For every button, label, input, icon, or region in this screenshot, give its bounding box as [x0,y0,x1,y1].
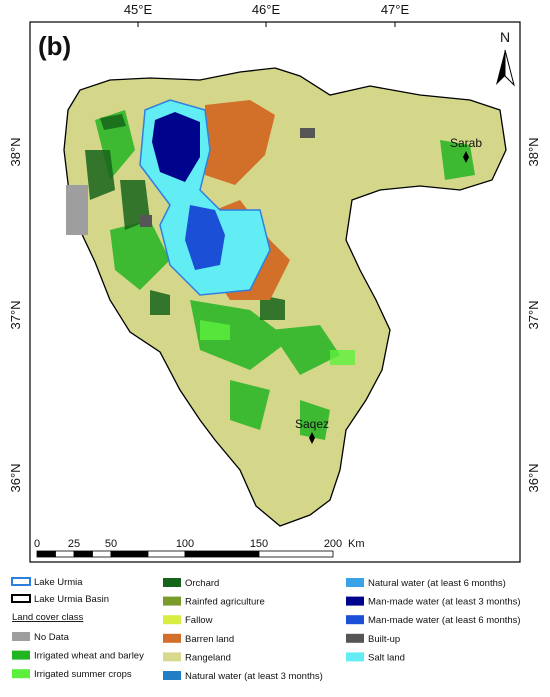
scale-segment [110,550,149,558]
scale-segment [55,550,75,558]
no-data [66,185,88,235]
legend-swatch [346,596,364,606]
legend-label: Rangeland [185,652,231,663]
scale-segment [36,550,56,558]
legend-label: Natural water (at least 6 months) [368,578,506,589]
irrigated-patches [95,110,475,440]
legend-label: Irrigated wheat and barley [34,651,144,662]
scale-label: 100 [176,538,194,550]
legend-swatch [12,669,30,679]
legend-label: Barren land [185,634,234,645]
legend-label: Lake Urmia Basin [34,594,109,605]
lat-label-left: 38°N [8,137,23,166]
scale-segment [73,550,93,558]
legend-label: Natural water (at least 3 months) [185,671,323,682]
legend-outline-swatch [11,577,31,586]
scale-segment [92,550,112,558]
place-label: Saqez [295,417,329,431]
legend-label: Salt land [368,652,405,663]
lake-water-2 [185,205,225,270]
legend-swatch [163,633,181,643]
legend-label: Man-made water (at least 3 months) [368,597,521,608]
place-label: Sarab [450,136,482,150]
legend-swatch [12,650,30,660]
lat-label-right: 38°N [526,137,541,166]
lat-label-left: 36°N [8,463,23,492]
legend-label: Built-up [368,634,400,645]
legend-label: Fallow [185,615,213,626]
legend-label: Irrigated summer crops [34,669,132,680]
lon-label: 46°E [252,2,281,17]
map-body [63,67,507,527]
lon-label: 47°E [381,2,410,17]
legend-swatch [163,596,181,606]
legend-swatch [163,615,181,625]
place-marker [463,151,469,163]
lon-label: 45°E [124,2,153,17]
legend-heading: Land cover class [12,612,84,623]
scale-label: 0 [34,538,40,550]
legend-label: No Data [34,632,70,643]
lake-water [152,112,200,182]
lat-label-right: 37°N [526,300,541,329]
north-arrow-right [504,49,515,87]
scale-label: 150 [250,538,268,550]
legend-outline-swatch [11,594,31,603]
legend-swatch [346,633,364,643]
lat-label-left: 37°N [8,300,23,329]
panel-label: (b) [38,31,71,61]
legend-swatch [346,578,364,587]
scale-label: 50 [105,538,117,550]
summer-crop-patches [180,250,355,365]
lat-label-right: 36°N [526,463,541,492]
legend-swatch [346,615,364,625]
legend-swatch [12,632,30,641]
legend-swatch [163,671,181,680]
north-label: N [500,29,510,45]
legend-label: Lake Urmia [34,577,83,588]
legend-swatch [163,578,181,587]
legend-label: Man-made water (at least 6 months) [368,615,521,626]
legend-label: Rainfed agriculture [185,597,265,608]
scale-segment [258,550,334,558]
dynamic-layer: 45°E 46°E 47°E 38°N 38°N 37°N 37°N 36°N 36°N Sara… [8,2,541,682]
scale-unit: Km [348,538,365,550]
scale-label: 25 [68,538,80,550]
legend-swatch [346,652,364,662]
legend-swatch [163,652,181,662]
place-marker [309,432,315,444]
legend-label: Orchard [185,578,219,589]
scale-segment [184,550,260,558]
north-arrow-left [496,50,505,85]
scale-label: 200 [324,538,342,550]
scale-segment [147,550,186,558]
north-arrow: N [496,29,515,87]
